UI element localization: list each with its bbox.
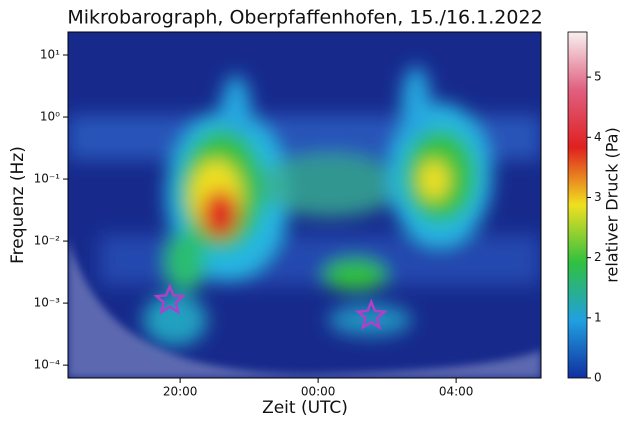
chart-title: Mikrobarograph, Oberpfaffenhofen, 15./16…	[67, 7, 542, 29]
y-tick-label: 10⁻⁴	[34, 358, 61, 372]
y-tick-label: 10⁻¹	[34, 172, 61, 186]
x-tick-label: 00:00	[301, 385, 336, 399]
marker	[153, 283, 187, 315]
y-tick-label: 10¹	[40, 48, 60, 62]
colorbar-label: relativer Druck (Pa)	[603, 127, 622, 282]
x-tick-label: 04:00	[439, 385, 474, 399]
spectrogram	[68, 32, 541, 378]
colorbar-tick-label: 4	[594, 130, 602, 144]
x-axis-label: Zeit (UTC)	[262, 398, 348, 418]
x-tick-label: 20:00	[163, 385, 198, 399]
colorbar-tick-label: 1	[594, 310, 602, 324]
marker	[354, 298, 388, 330]
y-tick-label: 10⁻³	[34, 296, 61, 310]
colorbar-tick-label: 0	[594, 371, 602, 385]
y-axis-label: Frequenz (Hz)	[8, 146, 28, 264]
colorbar-tick-label: 3	[594, 190, 602, 204]
colorbar-tick-label: 2	[594, 250, 602, 264]
plot-frame	[67, 31, 542, 379]
colorbar-tick-label: 5	[594, 70, 602, 84]
y-tick-label: 10⁰	[40, 110, 60, 124]
y-tick-label: 10⁻²	[34, 234, 61, 248]
colorbar	[567, 31, 588, 379]
